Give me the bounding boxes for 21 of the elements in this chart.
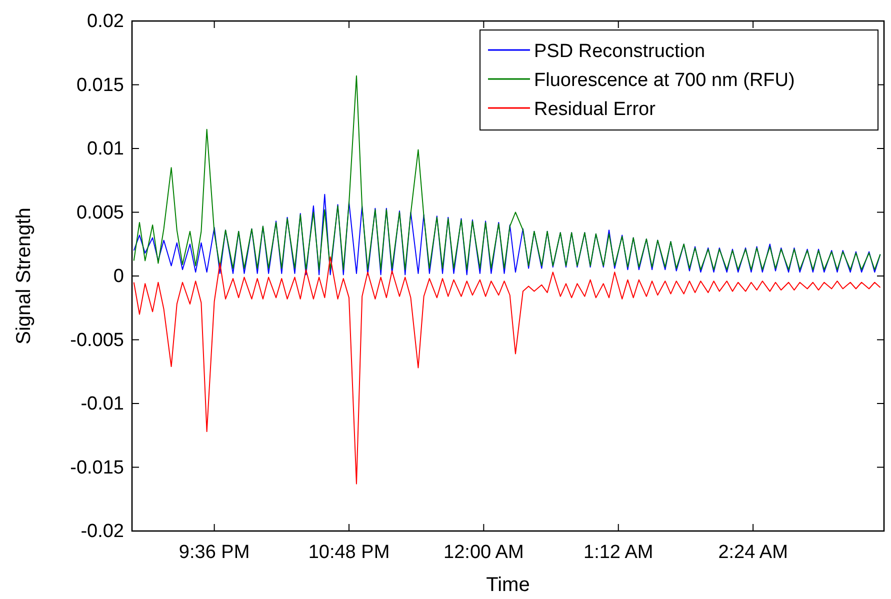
y-tick-label: 0 (113, 266, 124, 287)
legend-label: PSD Reconstruction (534, 41, 706, 62)
x-tick-label: 2:24 AM (718, 542, 788, 563)
legend-label: Fluorescence at 700 nm (RFU) (534, 70, 795, 91)
y-tick-label: 0.005 (76, 202, 124, 224)
x-axis-title: Time (486, 574, 530, 596)
y-axis-title: Signal Strength (13, 208, 35, 344)
x-tick-label: 12:00 AM (444, 542, 524, 563)
y-tick-label: 0.01 (87, 138, 124, 160)
y-tick-label: -0.005 (70, 330, 124, 351)
y-tick-label: -0.015 (70, 457, 124, 478)
y-tick-label: 0.02 (87, 11, 124, 32)
y-tick-label: 0.015 (76, 74, 124, 96)
line-series (133, 256, 881, 484)
y-tick-label: -0.02 (80, 521, 124, 542)
x-tick-label: 10:48 PM (308, 542, 390, 563)
y-tick-label: -0.01 (80, 394, 124, 414)
legend-label: Residual Error (534, 99, 656, 120)
line-series (133, 194, 881, 276)
x-tick-label: 1:12 AM (584, 542, 654, 563)
x-tick-label: 9:36 PM (178, 542, 250, 563)
